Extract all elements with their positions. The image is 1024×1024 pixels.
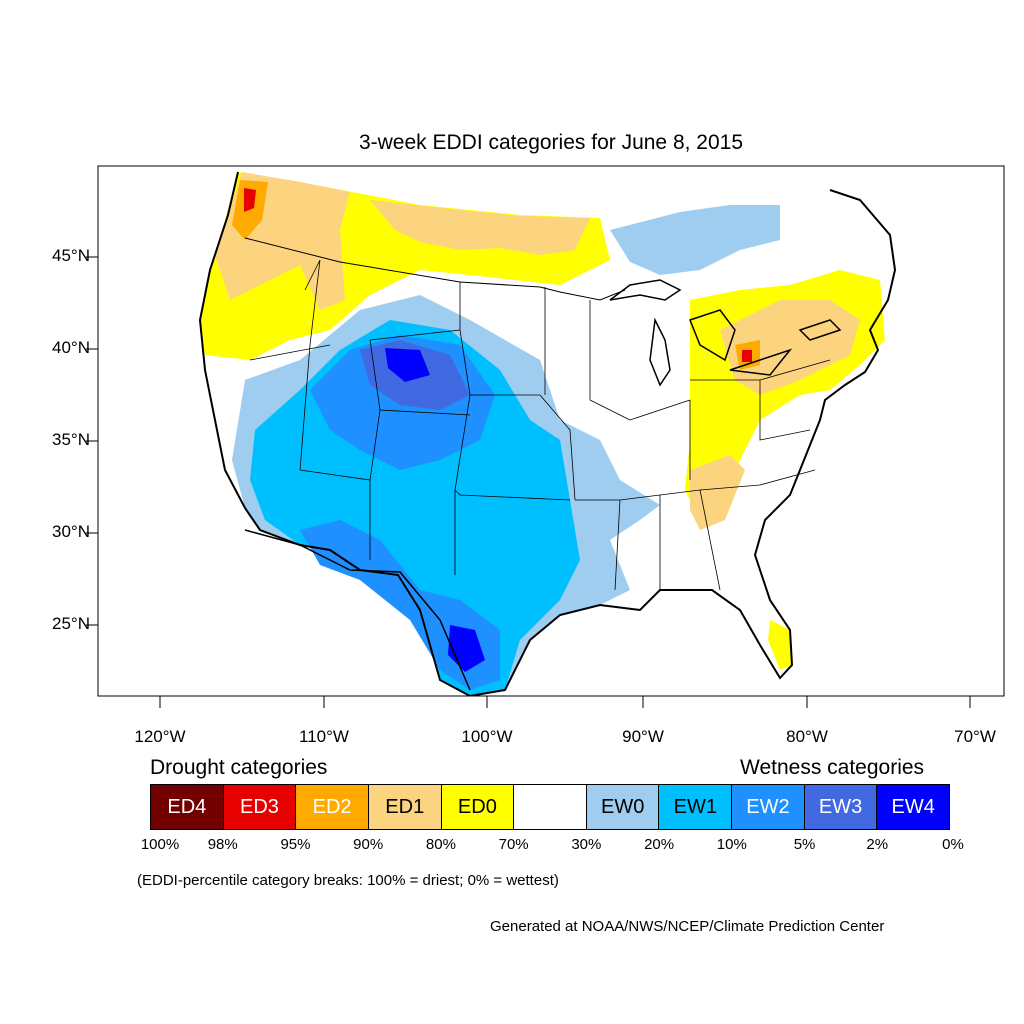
legend-bar: ED4 ED3 ED2 ED1 ED0 EW0 EW1 EW2 EW3 EW4 xyxy=(150,784,950,830)
lat-label-45: 45°N xyxy=(52,246,90,265)
percent-break-label: 5% xyxy=(793,836,816,853)
mexico-border xyxy=(244,529,471,691)
lat-label-30: 30°N xyxy=(52,522,90,541)
percent-break-label: 2% xyxy=(866,836,889,853)
lat-label-35: 35°N xyxy=(52,430,90,449)
lat-label-25: 25°N xyxy=(52,614,90,633)
ed0-area-fl xyxy=(768,620,792,670)
ew4-area xyxy=(385,348,430,382)
legend-box-ed3: ED3 xyxy=(223,785,297,829)
axis-ticks xyxy=(86,256,971,708)
ed1-area-n xyxy=(370,200,590,255)
lon-label-110: 110°W xyxy=(299,727,349,746)
ed3-area-east xyxy=(742,350,752,362)
category-fill-layer xyxy=(200,172,895,696)
legend-box-ew4: EW4 xyxy=(877,785,950,829)
drought-heading: Drought categories xyxy=(150,756,328,779)
percent-break-label: 98% xyxy=(207,836,238,853)
legend-box-ew2: EW2 xyxy=(732,785,805,829)
great-lakes xyxy=(609,279,842,387)
legend-box-ew1: EW1 xyxy=(659,785,733,829)
percent-break-label: 70% xyxy=(498,836,529,853)
map-title: 3-week EDDI categories for June 8, 2015 xyxy=(358,131,744,154)
lon-label-100: 100°W xyxy=(461,727,513,746)
ed1-area-east xyxy=(720,300,860,395)
lon-label-90: 90°W xyxy=(622,727,664,746)
state-lines xyxy=(249,259,831,591)
percent-break-label: 30% xyxy=(571,836,602,853)
legend-box-ew3: EW3 xyxy=(804,785,878,829)
coastline xyxy=(198,171,897,696)
legend-box-normal xyxy=(514,785,587,829)
lon-label-70: 70°W xyxy=(954,727,996,746)
map-frame xyxy=(97,165,1005,697)
legend-box-ew0: EW0 xyxy=(586,785,660,829)
legend-box-ed2: ED2 xyxy=(296,785,369,829)
percent-break-label: 20% xyxy=(644,836,675,853)
lon-label-80: 80°W xyxy=(786,727,828,746)
lon-label-120: 120°W xyxy=(134,727,186,746)
percent-break-label: 0% xyxy=(942,836,964,853)
ed3-area-nw xyxy=(244,188,256,212)
percent-break-label: 100% xyxy=(140,836,180,853)
percent-break-label: 90% xyxy=(353,836,384,853)
percent-break-label: 95% xyxy=(280,836,311,853)
legend-box-ed1: ED1 xyxy=(368,785,442,829)
lat-label-40: 40°N xyxy=(52,338,90,357)
break-note: (EDDI-percentile category break​s: 100% … xyxy=(137,872,559,889)
legend-box-ed0: ED0 xyxy=(441,785,515,829)
ed2-area-nw xyxy=(232,180,268,240)
percent-break-label: 10% xyxy=(716,836,747,853)
ed1-area-south xyxy=(690,455,745,530)
wetness-heading: Wetness categories xyxy=(740,756,925,779)
ew0-area-lakes xyxy=(610,205,780,275)
credit-line: Generated at NOAA/NWS/NCEP/Climate Predi… xyxy=(490,918,885,935)
percent-break-label: 80% xyxy=(425,836,456,853)
canada-border xyxy=(244,237,626,301)
legend-box-ed4: ED4 xyxy=(151,785,224,829)
boundaries xyxy=(198,171,897,696)
